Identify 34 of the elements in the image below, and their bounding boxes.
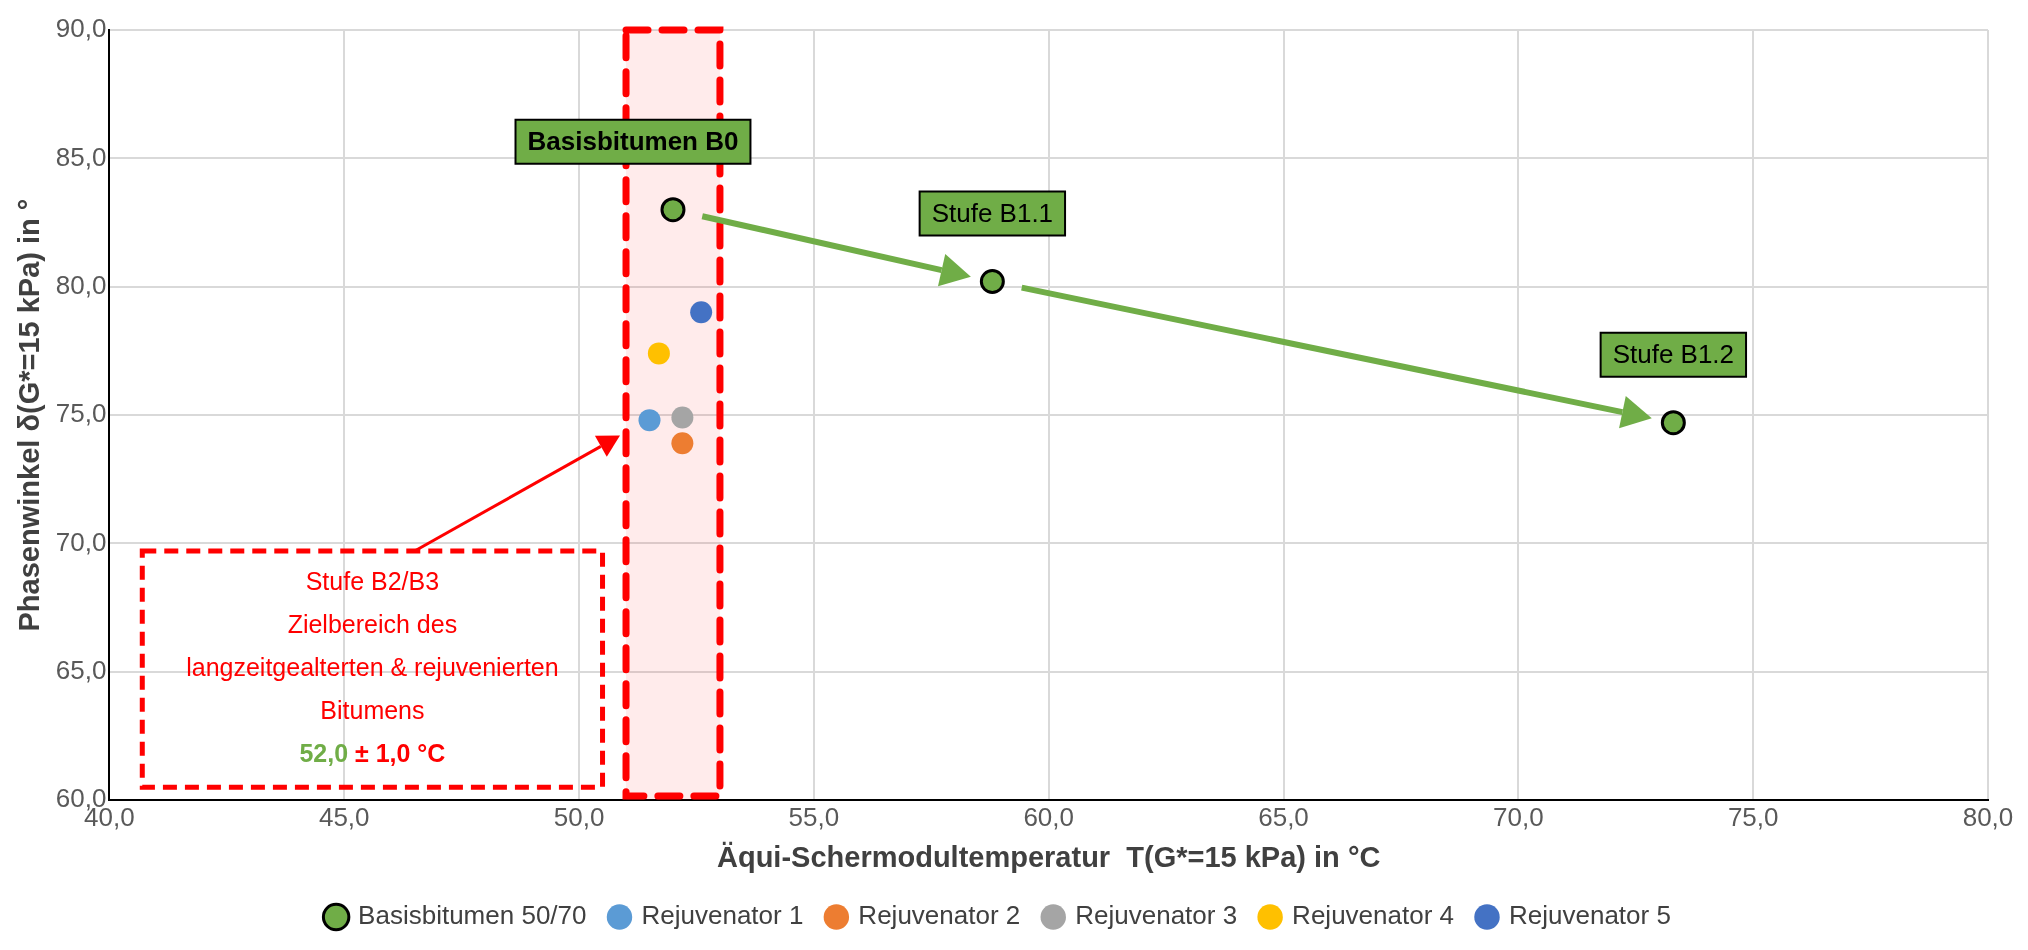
x-tick-label: 45,0	[318, 801, 370, 832]
point	[638, 409, 661, 432]
legend-label: Basisbitumen 50/70	[358, 900, 587, 931]
x-tick-label: 80,0	[1962, 801, 2014, 832]
x-tick-label: 75,0	[1727, 801, 1779, 832]
point	[979, 269, 1005, 295]
x-tick-label: 50,0	[553, 801, 605, 832]
legend-label: Rejuvenator 5	[1509, 900, 1671, 931]
x-tick-label: 60,0	[1023, 801, 1075, 832]
annotation: Stufe B1.2	[1612, 338, 1735, 369]
legend-label: Rejuvenator 2	[858, 900, 1021, 931]
point	[660, 197, 686, 223]
legend-label: Rejuvenator 3	[1075, 900, 1238, 931]
annotation: Basisbitumen B0	[527, 125, 739, 156]
annotation: Stufe B1.1	[931, 197, 1054, 228]
point	[671, 432, 694, 455]
y-axis-title: Phasenwinkel δ(G*=15 kPa) in °	[13, 198, 46, 632]
point	[671, 406, 694, 429]
x-tick-label: 65,0	[1258, 801, 1309, 832]
y-tick-label: 90,0	[55, 13, 107, 44]
band-label: Stufe B2/B3 Zielbereich des langzeitgealterten & rejuvenierten Bitumens 52,0 ± 1,0 °C	[186, 566, 559, 768]
y-tick-label: 85,0	[55, 141, 107, 172]
legend-label: Rejuvenator 1	[641, 900, 804, 931]
x-tick-label: 70,0	[1493, 801, 1544, 832]
point	[647, 342, 670, 365]
point	[690, 301, 713, 324]
x-axis-title: Äqui-Schermodultemperatur T(G*=15 kPa) in °C	[716, 840, 1381, 873]
y-tick-label: 80,0	[55, 269, 107, 300]
y-tick-label: 70,0	[55, 526, 107, 557]
y-tick-label: 75,0	[55, 398, 107, 429]
y-tick-label: 65,0	[55, 654, 107, 685]
point	[1660, 410, 1686, 436]
legend-label: Rejuvenator 4	[1292, 900, 1455, 931]
x-tick-label: 55,0	[788, 801, 840, 832]
